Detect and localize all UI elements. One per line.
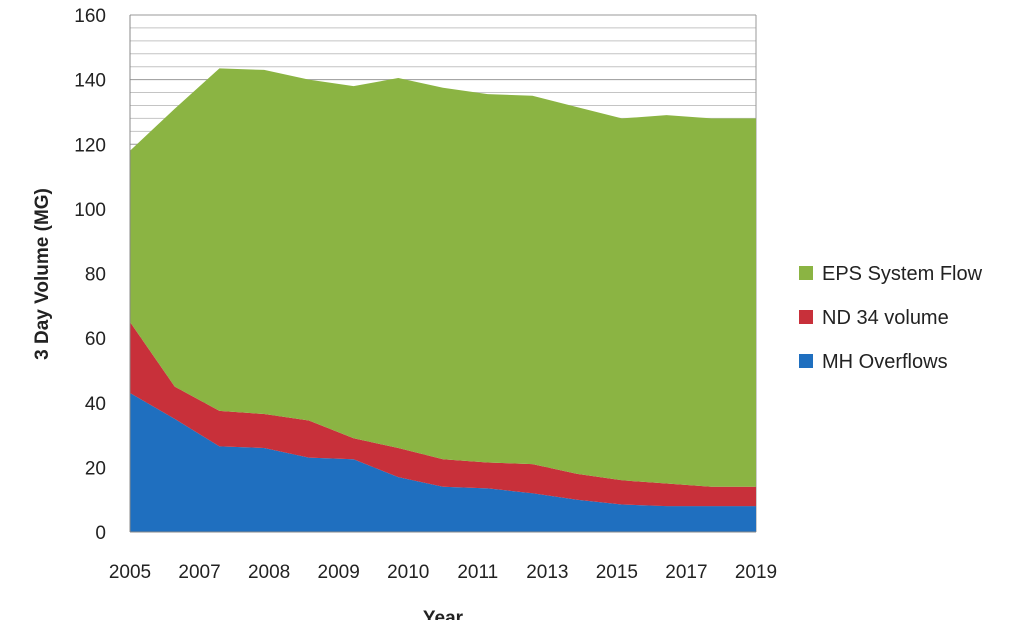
y-tick-label: 80 — [85, 265, 106, 286]
y-tick-label: 20 — [85, 458, 106, 479]
legend-item: EPS System Flow — [799, 263, 983, 285]
legend-label: MH Overflows — [822, 351, 948, 373]
y-tick-label: 120 — [74, 135, 106, 156]
y-tick-label: 140 — [74, 71, 106, 92]
y-tick-label: 160 — [74, 6, 106, 27]
legend-swatch — [799, 266, 813, 280]
y-tick-label: 100 — [74, 200, 106, 221]
x-tick-label: 2017 — [665, 562, 707, 583]
legend-swatch — [799, 310, 813, 324]
y-tick-label: 60 — [85, 329, 106, 350]
y-tick-label: 40 — [85, 394, 106, 415]
legend-swatch — [799, 354, 813, 368]
x-tick-label: 2015 — [596, 562, 638, 583]
area-eps-system-flow — [130, 68, 756, 487]
x-tick-label: 2009 — [318, 562, 360, 583]
x-tick-labels: 2005 2007 2008 2009 2010 2011 2013 2015 2017 2019 — [109, 562, 777, 583]
area-nd-34-volume — [130, 321, 756, 507]
x-tick-label: 2011 — [457, 562, 498, 583]
axes — [129, 15, 756, 533]
y-axis-title: 3 Day Volume (MG) — [32, 188, 53, 360]
x-tick-label: 2005 — [109, 562, 151, 583]
x-tick-label: 2013 — [526, 562, 568, 583]
x-tick-label: 2008 — [248, 562, 290, 583]
legend-label: EPS System Flow — [822, 263, 983, 285]
y-tick-label: 0 — [95, 523, 106, 544]
y-tick-labels: 0 20 40 60 80 100 120 140 160 — [74, 6, 106, 544]
legend-item: MH Overflows — [799, 351, 948, 373]
x-axis-title: Year — [423, 608, 464, 620]
area-mh-overflows — [130, 393, 756, 532]
area-series — [130, 68, 756, 532]
x-tick-label: 2007 — [178, 562, 220, 583]
legend-label: ND 34 volume — [822, 307, 949, 329]
x-tick-label: 2019 — [735, 562, 777, 583]
legend-item: ND 34 volume — [799, 307, 949, 329]
x-tick-label: 2010 — [387, 562, 429, 583]
legend: EPS System Flow ND 34 volume MH Overflows — [799, 263, 983, 373]
